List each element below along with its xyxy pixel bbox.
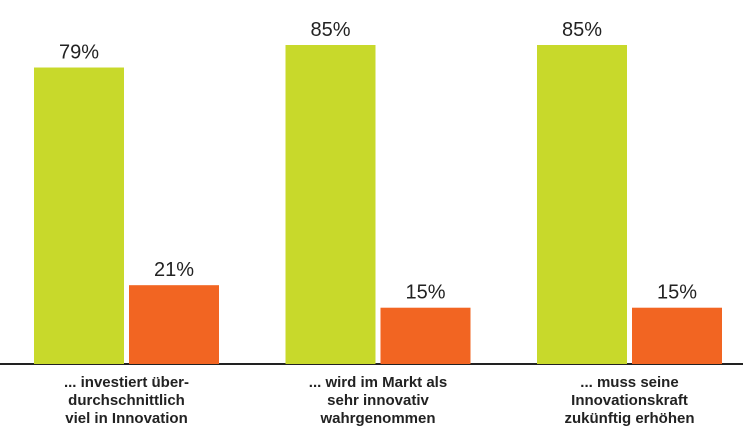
value-label: 21%	[154, 259, 194, 281]
bar	[380, 307, 471, 364]
category-label: ... muss seine Innovationskraft zukünfti…	[564, 374, 695, 427]
bar	[34, 67, 124, 365]
value-label: 15%	[405, 282, 445, 304]
category-label: ... wird im Markt als sehr innovativ wah…	[308, 374, 448, 427]
value-label: 15%	[657, 282, 697, 304]
value-label: 85%	[310, 19, 350, 41]
bar	[129, 285, 219, 364]
bar	[632, 307, 722, 364]
value-label: 79%	[59, 42, 99, 64]
bar	[537, 45, 627, 364]
category-label: ... investiert über- durchschnittlich vi…	[63, 374, 190, 427]
value-label: 85%	[562, 19, 602, 41]
bar	[285, 45, 376, 364]
